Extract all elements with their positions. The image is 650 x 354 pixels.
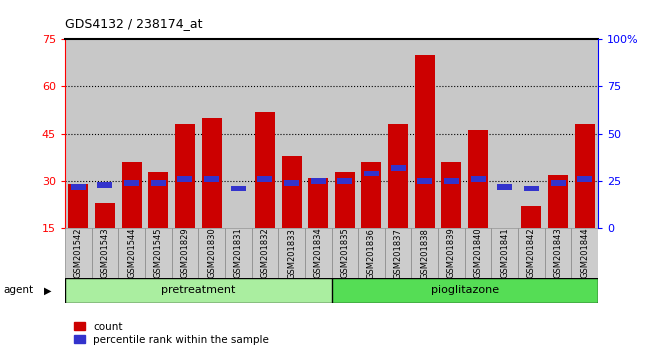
Bar [68, 184, 88, 228]
FancyBboxPatch shape [358, 228, 385, 278]
FancyBboxPatch shape [332, 228, 358, 278]
FancyBboxPatch shape [545, 228, 571, 278]
Bar [415, 55, 435, 228]
Bar [311, 178, 326, 184]
Text: GSM201543: GSM201543 [101, 228, 109, 279]
Bar [364, 171, 379, 176]
FancyBboxPatch shape [305, 228, 332, 278]
FancyBboxPatch shape [92, 228, 118, 278]
Bar [175, 124, 195, 228]
Text: pretreatment: pretreatment [161, 285, 235, 295]
Bar [495, 228, 515, 232]
FancyBboxPatch shape [225, 228, 252, 278]
Legend: count, percentile rank within the sample: count, percentile rank within the sample [70, 317, 273, 349]
FancyBboxPatch shape [65, 228, 92, 278]
Text: GSM201836: GSM201836 [367, 228, 376, 279]
FancyBboxPatch shape [385, 228, 411, 278]
Bar [361, 162, 382, 228]
Bar [548, 175, 568, 228]
Bar [124, 180, 139, 186]
Bar [308, 178, 328, 228]
Text: GSM201835: GSM201835 [341, 228, 349, 279]
FancyBboxPatch shape [278, 228, 305, 278]
Bar [257, 176, 272, 182]
FancyBboxPatch shape [491, 228, 518, 278]
Bar [98, 182, 112, 188]
Bar [468, 131, 488, 228]
Bar [575, 124, 595, 228]
FancyBboxPatch shape [332, 278, 598, 303]
Bar [441, 162, 461, 228]
FancyBboxPatch shape [252, 228, 278, 278]
FancyBboxPatch shape [65, 278, 332, 303]
FancyBboxPatch shape [198, 228, 225, 278]
Bar [228, 228, 248, 232]
Text: GSM201840: GSM201840 [474, 228, 482, 279]
Bar [284, 180, 299, 186]
Bar [177, 176, 192, 182]
FancyBboxPatch shape [438, 228, 465, 278]
Bar [202, 118, 222, 228]
Bar [521, 206, 541, 228]
Text: GSM201841: GSM201841 [500, 228, 509, 279]
Text: GDS4132 / 238174_at: GDS4132 / 238174_at [65, 17, 203, 30]
Bar [231, 186, 246, 192]
Bar [391, 165, 406, 171]
Bar [255, 112, 275, 228]
FancyBboxPatch shape [571, 228, 598, 278]
Text: GSM201843: GSM201843 [554, 228, 562, 279]
Text: GSM201839: GSM201839 [447, 228, 456, 279]
Bar [388, 124, 408, 228]
Text: GSM201542: GSM201542 [74, 228, 83, 278]
Bar [151, 180, 166, 186]
Text: GSM201830: GSM201830 [207, 228, 216, 279]
Text: GSM201831: GSM201831 [234, 228, 242, 279]
FancyBboxPatch shape [518, 228, 545, 278]
Text: GSM201844: GSM201844 [580, 228, 589, 279]
Text: GSM201544: GSM201544 [127, 228, 136, 278]
Text: GSM201842: GSM201842 [527, 228, 536, 279]
Bar [551, 180, 566, 186]
FancyBboxPatch shape [465, 228, 491, 278]
Bar [417, 178, 432, 184]
FancyBboxPatch shape [118, 228, 145, 278]
Text: GSM201545: GSM201545 [154, 228, 162, 278]
FancyBboxPatch shape [145, 228, 172, 278]
FancyBboxPatch shape [411, 228, 438, 278]
Text: GSM201837: GSM201837 [394, 228, 402, 279]
Bar [71, 184, 86, 189]
Bar [148, 172, 168, 228]
Bar [281, 156, 302, 228]
Text: GSM201834: GSM201834 [314, 228, 322, 279]
Text: GSM201833: GSM201833 [287, 228, 296, 279]
Bar [335, 172, 355, 228]
Bar [497, 184, 512, 189]
Text: pioglitazone: pioglitazone [431, 285, 499, 295]
Bar [524, 186, 539, 192]
Bar [577, 176, 592, 182]
Text: GSM201838: GSM201838 [421, 228, 429, 279]
Text: GSM201829: GSM201829 [181, 228, 189, 279]
Bar [444, 178, 459, 184]
Text: agent: agent [3, 285, 33, 295]
Bar [471, 176, 486, 182]
Bar [122, 162, 142, 228]
Bar [95, 203, 115, 228]
FancyBboxPatch shape [172, 228, 198, 278]
Text: GSM201832: GSM201832 [261, 228, 269, 279]
Bar [204, 176, 219, 182]
Text: ▶: ▶ [44, 285, 52, 295]
Bar [337, 178, 352, 184]
